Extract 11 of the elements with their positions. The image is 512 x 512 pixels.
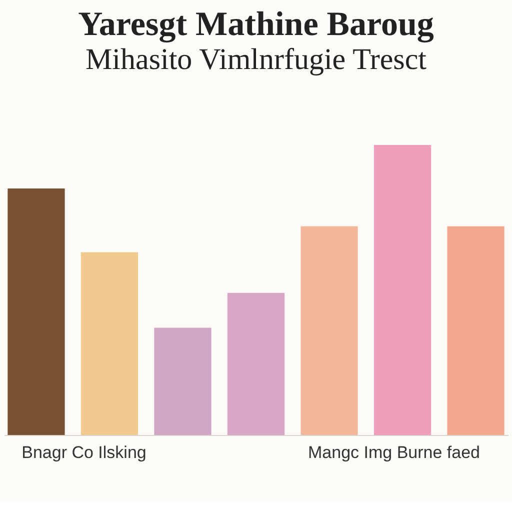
bar — [8, 188, 65, 435]
bar — [154, 328, 212, 435]
bar — [447, 226, 504, 435]
text: Mangc Img Burne faed — [308, 443, 480, 462]
chart-subtitle: Mihasito Vimlnrfugie Tresct — [86, 43, 428, 76]
bar — [300, 226, 358, 435]
bar — [227, 292, 285, 435]
bar — [80, 252, 138, 435]
bar — [374, 145, 432, 435]
chart-title: Yaresgt Mathine Baroug — [78, 6, 434, 43]
text: Bnagr Co Ilsking — [22, 443, 146, 462]
